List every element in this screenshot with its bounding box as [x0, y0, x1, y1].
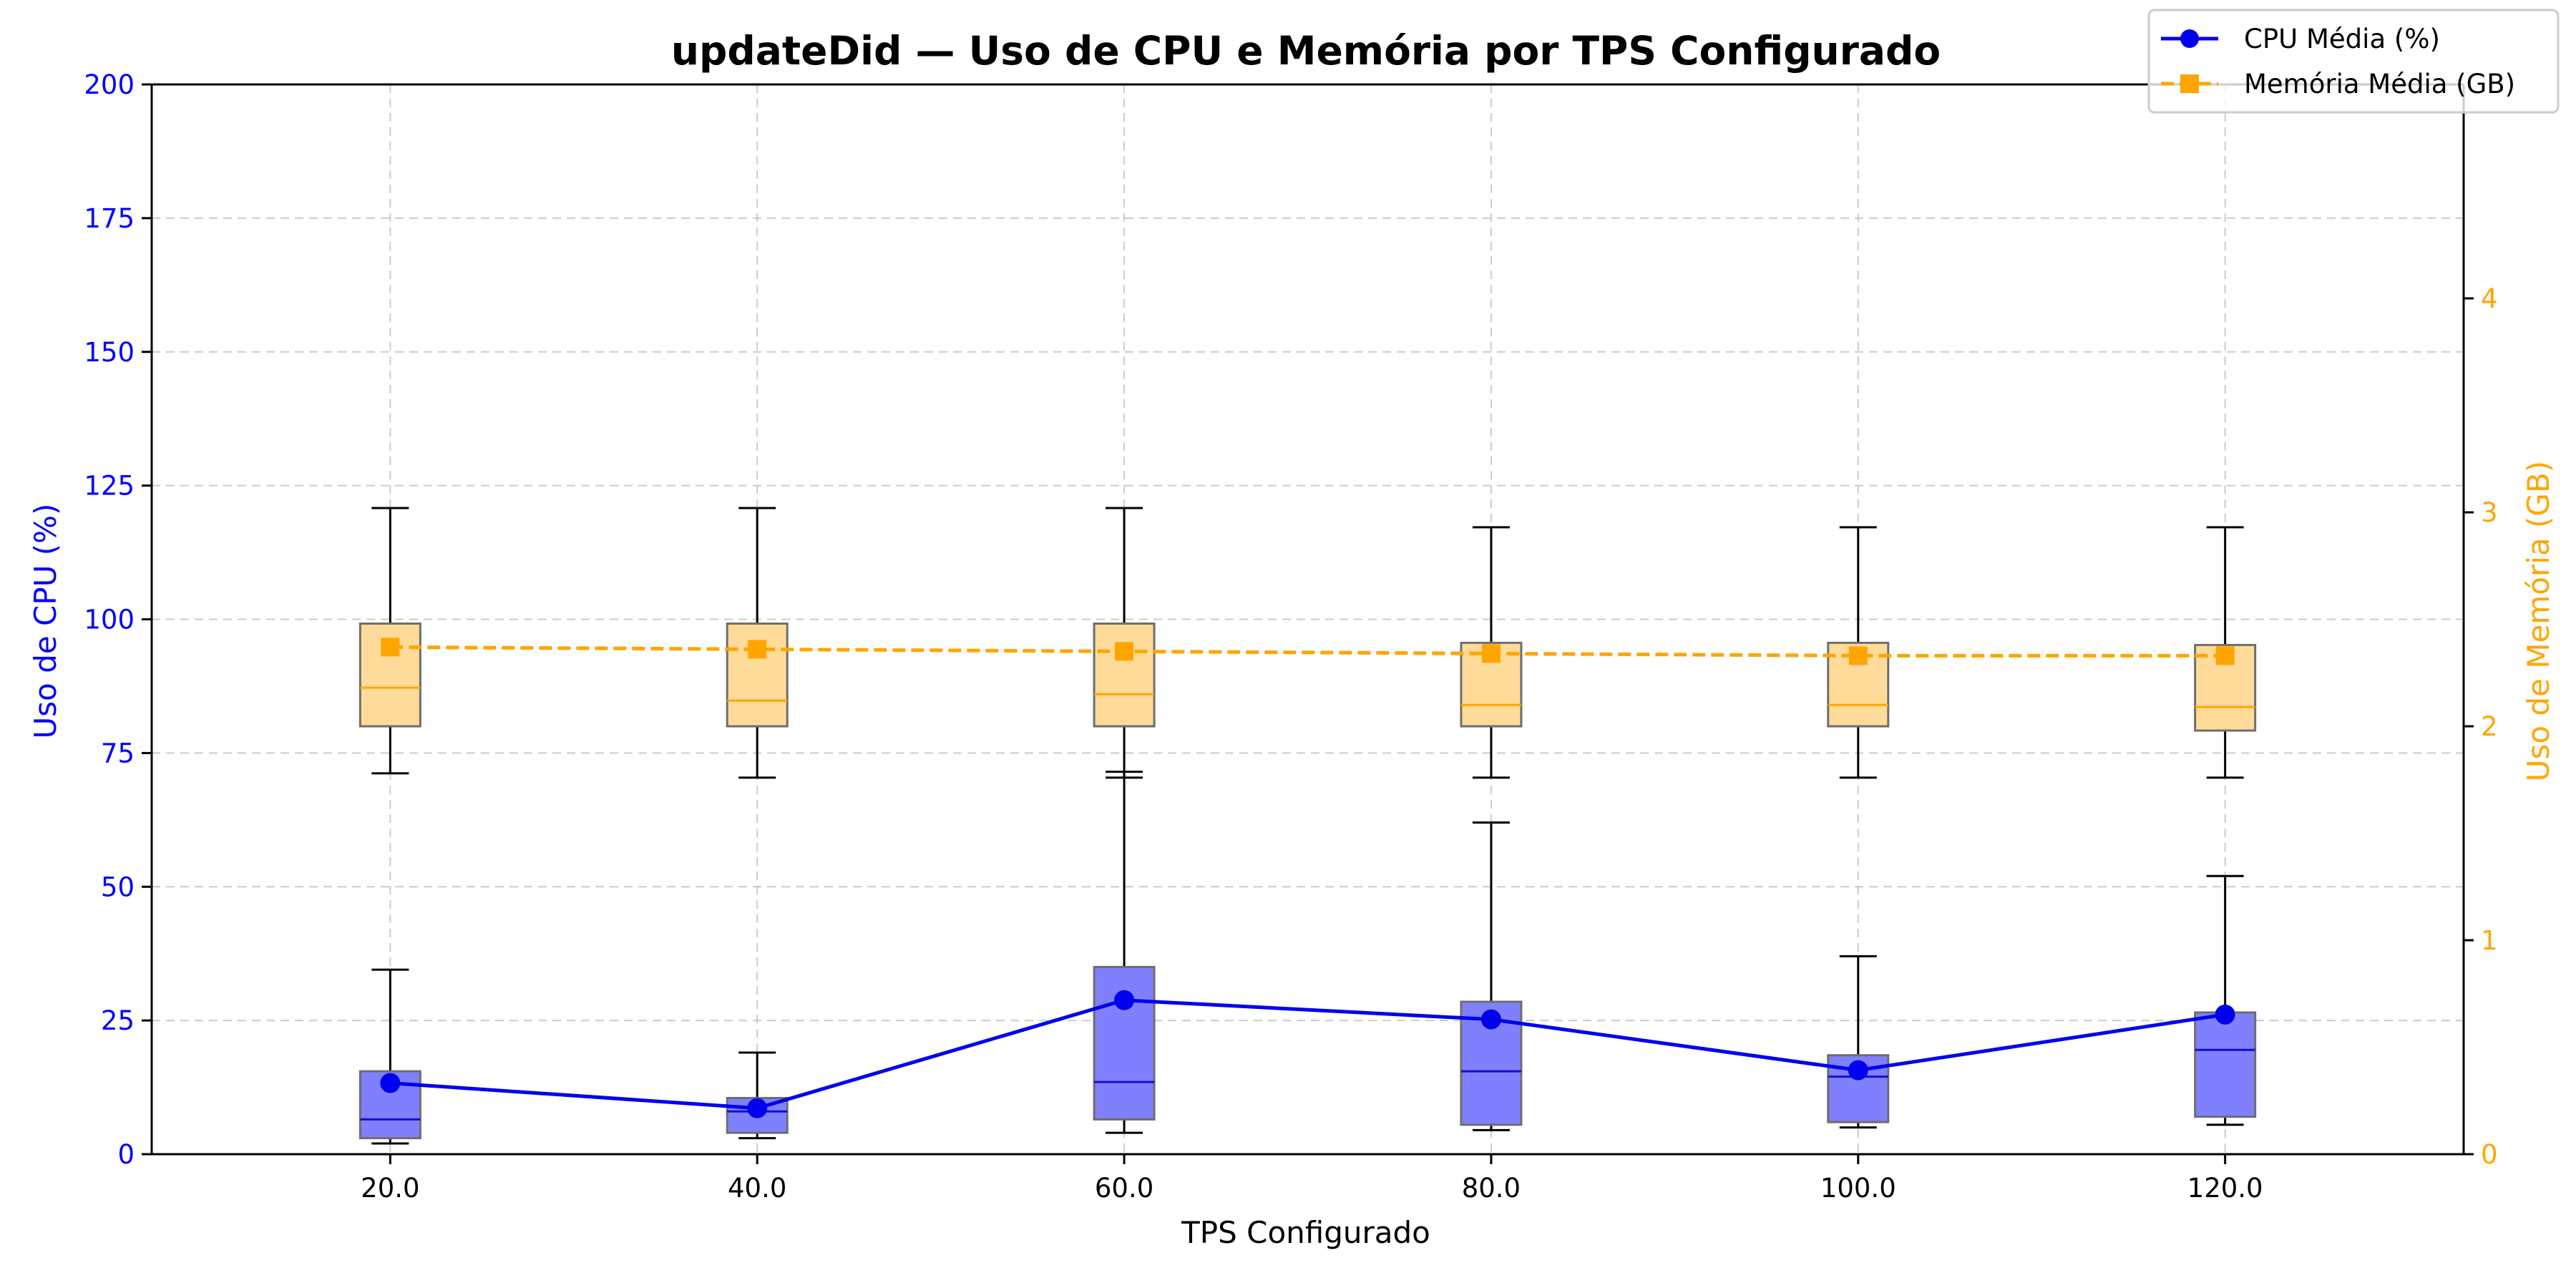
- memory-mean-point: [1481, 644, 1501, 663]
- memory-mean-line: [390, 645, 2225, 658]
- legend-mem-marker: [2180, 74, 2199, 93]
- cpu-mean-point: [1114, 990, 1135, 1010]
- x-tick-label: 60.0: [1095, 1173, 1153, 1204]
- cpu-mean-point: [380, 1073, 401, 1093]
- legend: CPU Média (%) Memória Média (GB): [2147, 9, 2560, 114]
- y-left-axis-title: Uso de CPU (%): [28, 504, 63, 739]
- cpu-mean-line: [390, 998, 2226, 1111]
- y-left-tick-label: 175: [84, 203, 135, 234]
- x-tick-label: 20.0: [361, 1173, 419, 1204]
- cpu-mean-point: [2215, 1004, 2235, 1025]
- y-left-tick-label: 25: [101, 1005, 135, 1036]
- cpu-mean-point: [747, 1098, 768, 1118]
- y-right-tick-label: 4: [2481, 283, 2498, 314]
- y-right-tick-label: 3: [2481, 497, 2498, 528]
- legend-frame: [2147, 9, 2560, 114]
- y-left-tick-label: 150: [84, 337, 135, 368]
- y-right-tick-label: 0: [2481, 1139, 2498, 1170]
- legend-cpu-marker: [2180, 29, 2199, 48]
- cpu-mean-point: [1848, 1060, 1868, 1080]
- cpu-box: [2194, 1011, 2257, 1118]
- series-lines: [380, 638, 2235, 1118]
- axes: 0 25 50 75 100 125 150 175 200 0 1 2 3 4 20.0 40.0 60.0 8…: [84, 69, 2497, 1204]
- cpu-box: [1093, 965, 1156, 1121]
- memory-mean-point: [2215, 646, 2235, 665]
- y-left-tick-label: 200: [84, 69, 135, 100]
- legend-cpu-label: CPU Média (%): [2244, 24, 2440, 54]
- x-axis-title: TPS Configurado: [1181, 1215, 1430, 1250]
- y-left-tick-label: 0: [117, 1139, 135, 1170]
- memory-mean-point: [381, 638, 400, 657]
- y-left-tick-label: 125: [84, 471, 135, 502]
- chart-title: updateDid — Uso de CPU e Memória por TPS…: [671, 28, 1941, 74]
- y-right-axis-title: Uso de Memória (GB): [2521, 461, 2556, 781]
- y-left-tick-label: 75: [101, 738, 135, 769]
- memory-mean-point: [748, 640, 767, 659]
- memory-box: [1093, 622, 1156, 728]
- x-tick-label: 80.0: [1462, 1173, 1521, 1204]
- x-tick-label: 40.0: [728, 1173, 786, 1204]
- memory-box: [358, 622, 421, 728]
- y-left-tick-label: 50: [101, 872, 135, 902]
- memory-box: [726, 622, 789, 728]
- legend-mem-label: Memória Média (GB): [2244, 69, 2515, 99]
- y-right-tick-label: 1: [2481, 925, 2498, 956]
- cpu-mean-point: [1480, 1009, 1501, 1030]
- y-left-tick-label: 100: [84, 605, 135, 635]
- memory-mean-point: [1848, 646, 1868, 665]
- x-tick-label: 120.0: [2187, 1173, 2263, 1204]
- y-right-tick-label: 2: [2481, 711, 2498, 742]
- memory-mean-point: [1115, 642, 1134, 661]
- x-tick-label: 100.0: [1820, 1173, 1896, 1204]
